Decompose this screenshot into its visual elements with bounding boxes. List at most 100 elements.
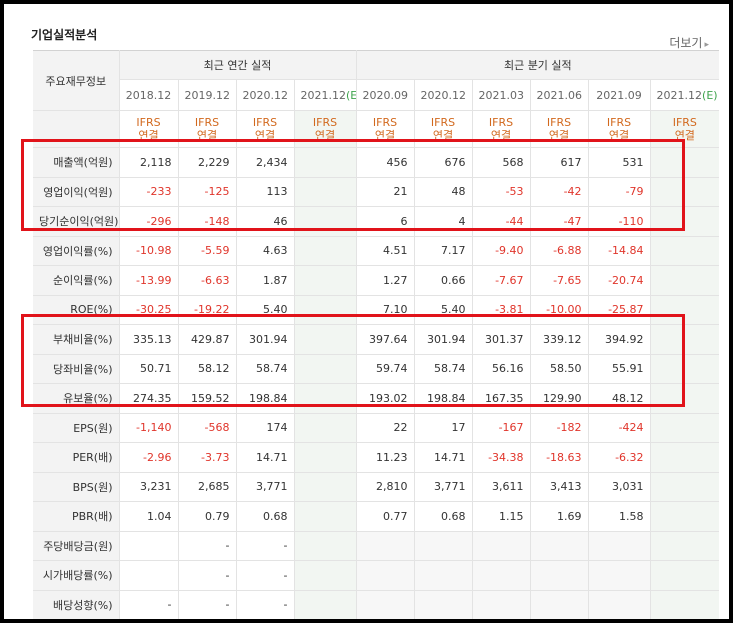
value-cell (293, 324, 357, 354)
value-cell: 5.40 (235, 295, 294, 325)
value-cell: -20.74 (587, 265, 651, 295)
basis-cell: IFRS 연결 (649, 110, 720, 148)
value-cell: -3.73 (177, 442, 236, 472)
value-cell (355, 560, 415, 590)
row-label: 주당배당금(원) (33, 531, 119, 561)
value-cell (293, 472, 357, 502)
value-cell: 676 (413, 147, 473, 177)
value-cell (587, 531, 651, 561)
estimate-mark: (E) (702, 88, 718, 102)
value-cell: -25.87 (587, 295, 651, 325)
quarter-group-header: 최근 분기 실적 (355, 50, 720, 80)
value-cell: 5.40 (413, 295, 473, 325)
value-cell: 274.35 (118, 383, 178, 413)
table-row: 영업이익률(%) -10.98 -5.59 4.63 4.51 7.17 -9.40 -6.8… (33, 236, 720, 266)
value-cell: -2.96 (118, 442, 178, 472)
value-cell (293, 147, 357, 177)
table-row: ROE(%) -30.25 -19.22 5.40 7.10 5.40 -3.81 -10.0… (33, 295, 720, 325)
value-cell (413, 590, 473, 619)
value-cell (649, 265, 720, 295)
value-cell: -19.22 (177, 295, 236, 325)
value-cell: 301.94 (413, 324, 473, 354)
more-link[interactable]: 더보기 ▸ (669, 34, 709, 51)
table-row: 주당배당금(원) - - (33, 531, 720, 561)
value-cell (649, 236, 720, 266)
basis-header-row: IFRS 연결 IFRS 연결 IFRS 연결 IFRS 연결 IFRS 연결 IFRS 연결 IFRS… (33, 110, 720, 148)
table-row: BPS(원) 3,231 2,685 3,771 2,810 3,771 3,611 3,41… (33, 472, 720, 502)
value-cell: 1.15 (471, 501, 531, 531)
value-cell: -3.81 (471, 295, 531, 325)
value-cell (293, 383, 357, 413)
value-cell (529, 531, 589, 561)
value-cell: 58.74 (235, 354, 294, 384)
table-row: 순이익률(%) -13.99 -6.63 1.87 1.27 0.66 -7.67 -7.65… (33, 265, 720, 295)
value-cell: 17 (413, 413, 473, 443)
value-cell (293, 295, 357, 325)
value-cell: 531 (587, 147, 651, 177)
table-row: 부채비율(%) 335.13 429.87 301.94 397.64 301.94 301… (33, 324, 720, 354)
value-cell: - (235, 590, 294, 619)
annual-period-1: 2019.12 (177, 79, 236, 111)
annual-group-header: 최근 연간 실적 (118, 50, 357, 80)
value-cell (293, 265, 357, 295)
value-cell: 2,434 (235, 147, 294, 177)
value-cell: 48.12 (587, 383, 651, 413)
value-cell (649, 383, 720, 413)
value-cell: 339.12 (529, 324, 589, 354)
row-label: BPS(원) (33, 472, 119, 502)
value-cell: 1.87 (235, 265, 294, 295)
value-cell: 3,231 (118, 472, 178, 502)
value-cell (355, 531, 415, 561)
value-cell: 2,118 (118, 147, 178, 177)
value-cell: -182 (529, 413, 589, 443)
value-cell: 7.10 (355, 295, 415, 325)
value-cell: 2,810 (355, 472, 415, 502)
value-cell: 3,771 (413, 472, 473, 502)
row-label: 영업이익률(%) (33, 236, 119, 266)
table-row: 당기순이익(억원) -296 -148 46 6 4 -44 -47 -110 (33, 206, 720, 236)
value-cell: 1.69 (529, 501, 589, 531)
value-cell: 394.92 (587, 324, 651, 354)
table-row: 영업이익(억원) -233 -125 113 21 48 -53 -42 -79 (33, 177, 720, 207)
period-header-row: 2018.122019.122020.122021.12(E)2020.0920… (33, 79, 720, 111)
value-cell: 3,413 (529, 472, 589, 502)
annual-period-0: 2018.12 (118, 79, 178, 111)
financial-analysis-panel: 기업실적분석 더보기 ▸ 주요재무정보 최근 연간 실적 최근 분기 실적 201… (4, 4, 729, 619)
row-label: 매출액(억원) (33, 147, 119, 177)
value-cell (293, 206, 357, 236)
value-cell (355, 590, 415, 619)
value-cell: -30.25 (118, 295, 178, 325)
financial-table: 주요재무정보 최근 연간 실적 최근 분기 실적 2018.12 2019.12 2… (33, 50, 720, 619)
value-cell: - (118, 590, 178, 619)
value-cell: 1.27 (355, 265, 415, 295)
value-cell (118, 531, 178, 561)
value-cell (649, 560, 720, 590)
estimate-mark: (E) (346, 88, 356, 102)
value-cell: -424 (587, 413, 651, 443)
value-cell (293, 236, 357, 266)
value-cell (413, 531, 473, 561)
value-cell: - (235, 560, 294, 590)
value-cell: 1.04 (118, 501, 178, 531)
value-cell: -148 (177, 206, 236, 236)
row-label: 당기순이익(억원) (33, 206, 119, 236)
value-cell: 21 (355, 177, 415, 207)
value-cell: 6 (355, 206, 415, 236)
value-cell: -125 (177, 177, 236, 207)
value-cell: 4.63 (235, 236, 294, 266)
basis-cell: IFRS 연결 (529, 110, 589, 148)
row-label: EPS(원) (33, 413, 119, 443)
value-cell: 0.68 (413, 501, 473, 531)
quarter-period-5: 2021.12(E) (649, 79, 720, 111)
value-cell: 58.50 (529, 354, 589, 384)
basis-cell: IFRS 연결 (118, 110, 178, 148)
value-cell (649, 531, 720, 561)
table-row: 매출액(억원) 2,118 2,229 2,434 456 676 568 617 531 (33, 147, 720, 177)
basis-cell: IFRS 연결 (413, 110, 473, 148)
quarter-period-0: 2020.09 (355, 79, 415, 111)
basis-label-cell (33, 110, 119, 148)
quarter-period-1: 2020.12 (413, 79, 473, 111)
value-cell: -18.63 (529, 442, 589, 472)
table-row: 시가배당률(%) - - (33, 560, 720, 590)
row-label: ROE(%) (33, 295, 119, 325)
